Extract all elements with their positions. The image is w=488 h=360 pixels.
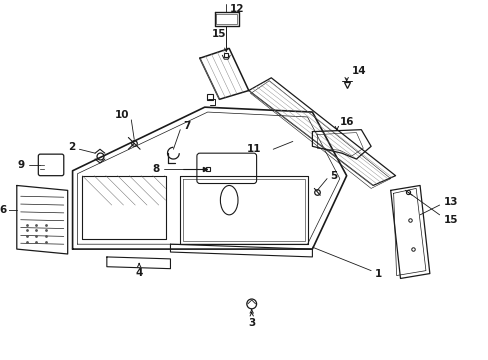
Text: 16: 16 — [339, 117, 354, 127]
Text: 5: 5 — [329, 171, 337, 181]
Text: 15: 15 — [443, 215, 457, 225]
Text: 1: 1 — [374, 269, 382, 279]
Text: 3: 3 — [247, 319, 255, 328]
Text: 14: 14 — [351, 66, 366, 76]
Text: 2: 2 — [68, 142, 75, 152]
Text: 15: 15 — [211, 29, 225, 39]
Text: 13: 13 — [443, 197, 457, 207]
Text: 4: 4 — [135, 267, 142, 278]
Text: 6: 6 — [0, 205, 7, 215]
Text: 7: 7 — [183, 121, 190, 131]
Text: 10: 10 — [115, 110, 129, 120]
Text: 9: 9 — [18, 160, 24, 170]
Text: 12: 12 — [230, 4, 244, 14]
Text: 8: 8 — [152, 164, 160, 174]
Text: 11: 11 — [246, 144, 261, 154]
